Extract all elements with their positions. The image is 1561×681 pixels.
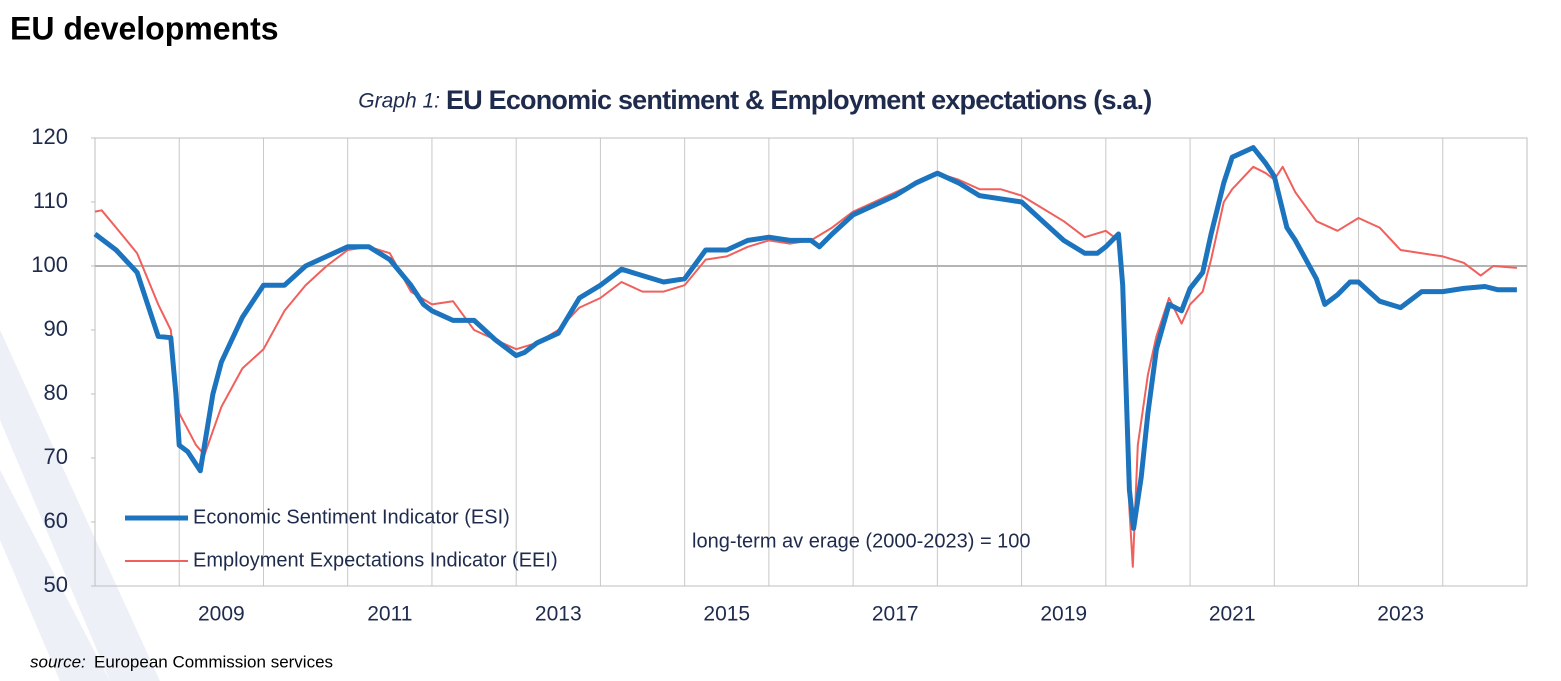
chart-title: EU Economic sentiment & Employment expec… xyxy=(446,85,1151,115)
page-title: EU developments xyxy=(10,10,279,46)
plot-frame xyxy=(94,137,1528,587)
x-tick-label: 2011 xyxy=(367,603,412,626)
x-tick-label: 2015 xyxy=(703,603,750,626)
legend-label: Employment Expectations Indicator (EEI) xyxy=(193,549,558,571)
y-tick-label: 60 xyxy=(44,508,68,533)
y-tick-label: 50 xyxy=(44,572,68,597)
legend-label: Economic Sentiment Indicator (ESI) xyxy=(193,506,510,528)
decor-stripe xyxy=(0,470,110,681)
x-tick-label: 2021 xyxy=(1209,603,1256,626)
y-tick-label: 110 xyxy=(33,188,68,213)
x-tick-label: 2017 xyxy=(872,603,919,626)
series-line xyxy=(93,145,1517,531)
annotation: long-term av erage (2000-2023) = 100 xyxy=(692,530,1031,552)
x-tick-label: 2023 xyxy=(1377,603,1424,626)
y-tick-label: 70 xyxy=(44,444,68,469)
source-prefix: source: xyxy=(30,652,86,671)
y-tick-label: 100 xyxy=(31,252,68,277)
x-tick-label: 2009 xyxy=(198,603,245,626)
chart-title-prefix: Graph 1: xyxy=(358,90,440,113)
source-text: European Commission services xyxy=(94,652,333,671)
x-tick-label: 2013 xyxy=(535,603,582,626)
decor-stripe xyxy=(0,330,160,681)
y-tick-label: 90 xyxy=(44,316,68,341)
x-tick-label: 2019 xyxy=(1040,603,1087,626)
series-line xyxy=(94,165,1517,568)
y-tick-label: 120 xyxy=(31,124,68,149)
y-tick-label: 80 xyxy=(44,380,68,405)
